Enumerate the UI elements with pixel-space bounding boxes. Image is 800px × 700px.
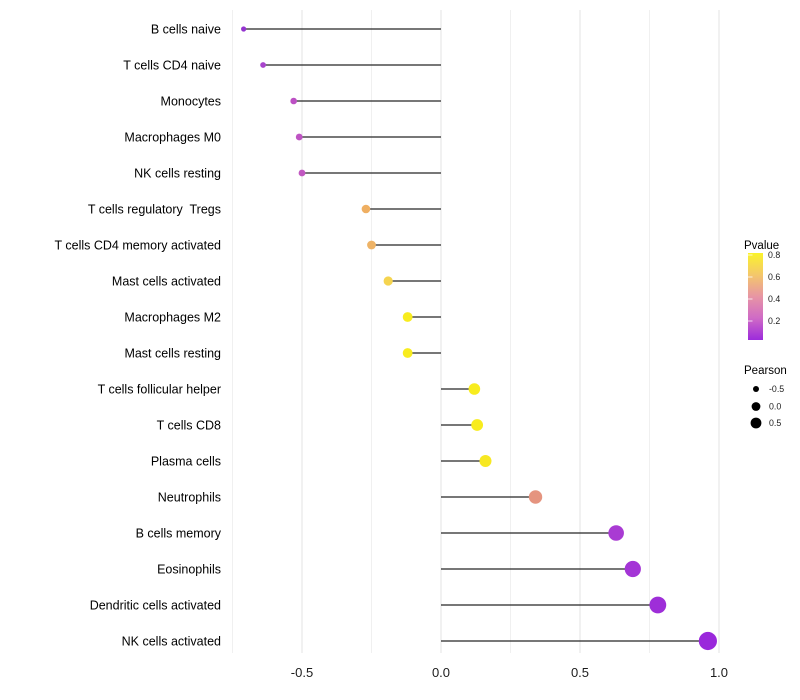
data-point <box>241 26 247 32</box>
data-point <box>698 631 717 651</box>
data-point <box>479 455 492 467</box>
lollipop-row: NK cells resting <box>134 167 441 181</box>
lollipop-row: T cells CD8 <box>157 419 484 433</box>
colorbar-tick-label: 0.8 <box>768 250 780 260</box>
data-point <box>624 560 641 578</box>
category-label: T cells regulatory Tregs <box>88 203 221 217</box>
category-label: T cells CD4 memory activated <box>55 239 222 253</box>
lollipop-row: B cells naive <box>151 23 441 37</box>
data-point <box>468 383 481 395</box>
data-point <box>649 596 667 614</box>
data-point <box>260 62 266 68</box>
lollipop-row: Plasma cells <box>151 455 492 469</box>
lollipop-row: NK cells activated <box>122 631 717 651</box>
category-label: Macrophages M0 <box>124 131 221 145</box>
category-label: NK cells resting <box>134 167 221 181</box>
category-label: Neutrophils <box>158 491 221 505</box>
category-label: T cells CD8 <box>157 419 221 433</box>
lollipop-row: Mast cells resting <box>124 347 441 361</box>
data-point <box>528 490 543 504</box>
pvalue-legend-title: Pvalue <box>744 240 779 252</box>
pearson-size-label: 0.5 <box>769 418 781 428</box>
category-label: B cells naive <box>151 23 221 37</box>
category-label: Dendritic cells activated <box>90 599 221 613</box>
lollipop-row: T cells CD4 naive <box>123 59 441 73</box>
pearson-legend: Pearson -0.5 0.0 0.5 <box>744 365 787 429</box>
data-point <box>290 97 297 105</box>
data-point <box>402 348 413 358</box>
gridlines <box>232 10 720 653</box>
lollipop-row: Dendritic cells activated <box>90 596 667 614</box>
data-point <box>295 133 303 141</box>
category-label: T cells CD4 naive <box>123 59 221 73</box>
x-tick-label: 0.5 <box>571 665 589 680</box>
lollipop-rows: B cells naive T cells CD4 naive Monocytes M… <box>55 23 717 651</box>
x-axis: -0.5 0.0 0.5 1.0 <box>291 665 728 680</box>
pearson-size-key <box>750 417 762 429</box>
lollipop-row: Mast cells activated <box>112 275 441 289</box>
x-tick-label: 1.0 <box>710 665 728 680</box>
data-point <box>367 240 376 250</box>
pearson-size-key <box>753 386 759 392</box>
pvalue-colorbar <box>748 253 763 340</box>
x-tick-label: -0.5 <box>291 665 313 680</box>
lollipop-row: Macrophages M2 <box>124 311 441 325</box>
data-point <box>471 419 484 431</box>
lollipop-row: Macrophages M0 <box>124 131 441 145</box>
lollipop-row: T cells CD4 memory activated <box>55 239 441 253</box>
pearson-legend-title: Pearson <box>744 365 787 377</box>
pearson-size-key <box>751 402 761 411</box>
data-point <box>298 169 306 177</box>
colorbar-tick-label: 0.4 <box>768 294 780 304</box>
lollipop-row: T cells regulatory Tregs <box>88 203 441 217</box>
category-label: B cells memory <box>136 527 222 541</box>
category-label: T cells follicular helper <box>98 383 221 397</box>
lollipop-row: T cells follicular helper <box>98 383 481 397</box>
category-label: Mast cells resting <box>124 347 221 361</box>
lollipop-row: Eosinophils <box>157 560 641 578</box>
data-point <box>361 204 371 214</box>
category-label: Macrophages M2 <box>124 311 221 325</box>
lollipop-row: Monocytes <box>161 95 441 109</box>
colorbar-tick-label: 0.6 <box>768 272 780 282</box>
lollipop-row: B cells memory <box>136 525 624 541</box>
category-label: Plasma cells <box>151 455 221 469</box>
pearson-size-label: 0.0 <box>769 402 781 412</box>
data-point <box>383 276 393 286</box>
x-tick-label: 0.0 <box>432 665 450 680</box>
data-point <box>402 312 413 322</box>
data-point <box>608 525 624 541</box>
category-label: Eosinophils <box>157 563 221 577</box>
category-label: Mast cells activated <box>112 275 221 289</box>
category-label: NK cells activated <box>122 635 221 649</box>
lollipop-row: Neutrophils <box>158 490 543 505</box>
colorbar-tick-label: 0.2 <box>768 316 780 326</box>
category-label: Monocytes <box>161 95 221 109</box>
pearson-size-label: -0.5 <box>769 384 784 394</box>
